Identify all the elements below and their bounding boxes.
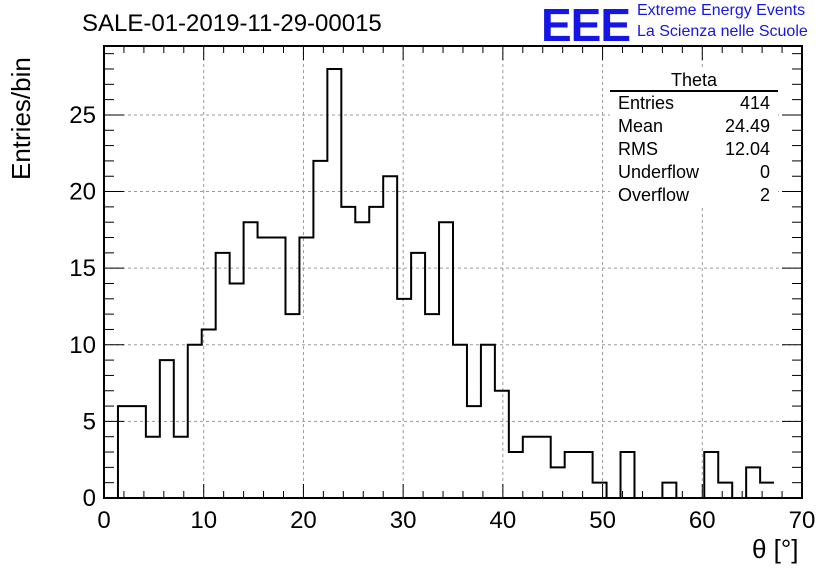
stats-box: Theta Entries 414 Mean 24.49 RMS 12.04 U… xyxy=(610,70,778,207)
x-tick-label: 70 xyxy=(789,507,816,534)
y-tick-label: 5 xyxy=(83,408,96,435)
y-tick-label: 10 xyxy=(69,332,96,359)
stats-value: 12.04 xyxy=(724,139,770,159)
y-axis-label: Entries/bin xyxy=(6,57,36,180)
stats-value: 24.49 xyxy=(724,116,770,136)
stats-value: 2 xyxy=(759,185,770,205)
stats-row-rms: RMS 12.04 xyxy=(610,138,778,161)
x-tick-label: 20 xyxy=(290,507,317,534)
stats-title: Theta xyxy=(610,70,778,92)
stats-label: Entries xyxy=(618,93,675,113)
x-tick-label: 40 xyxy=(490,507,517,534)
y-tick-label: 25 xyxy=(69,102,96,129)
x-tick-label: 60 xyxy=(689,507,716,534)
stats-value: 0 xyxy=(759,162,770,182)
y-tick-label: 20 xyxy=(69,179,96,206)
stats-label: Overflow xyxy=(618,185,690,205)
axis-ticks xyxy=(103,46,803,499)
logo-line-1: Extreme Energy Events xyxy=(637,2,806,19)
x-tick-label: 10 xyxy=(190,507,217,534)
x-axis-label: θ [°] xyxy=(752,534,799,564)
stats-row-underflow: Underflow 0 xyxy=(610,161,778,184)
y-tick-label: 0 xyxy=(83,485,96,512)
stats-row-mean: Mean 24.49 xyxy=(610,115,778,138)
stats-label: Underflow xyxy=(618,162,700,182)
plot-frame xyxy=(103,45,803,499)
stats-label: RMS xyxy=(618,139,658,159)
page-title: SALE-01-2019-11-29-00015 xyxy=(82,10,382,37)
x-tick-label: 50 xyxy=(589,507,616,534)
y-tick-labels: 0 5 10 15 20 25 xyxy=(69,102,96,512)
logo-line-2: La Scienza nelle Scuole xyxy=(637,23,808,40)
eee-logo: EEE xyxy=(541,0,631,51)
stats-row-overflow: Overflow 2 xyxy=(610,184,778,207)
stats-value: 414 xyxy=(739,93,770,113)
x-tick-label: 0 xyxy=(97,507,110,534)
x-tick-labels: 0 10 20 30 40 50 60 70 xyxy=(97,507,815,534)
x-tick-label: 30 xyxy=(390,507,417,534)
stats-row-entries: Entries 414 xyxy=(610,92,778,115)
y-tick-label: 15 xyxy=(69,255,96,282)
stats-label: Mean xyxy=(618,116,664,136)
